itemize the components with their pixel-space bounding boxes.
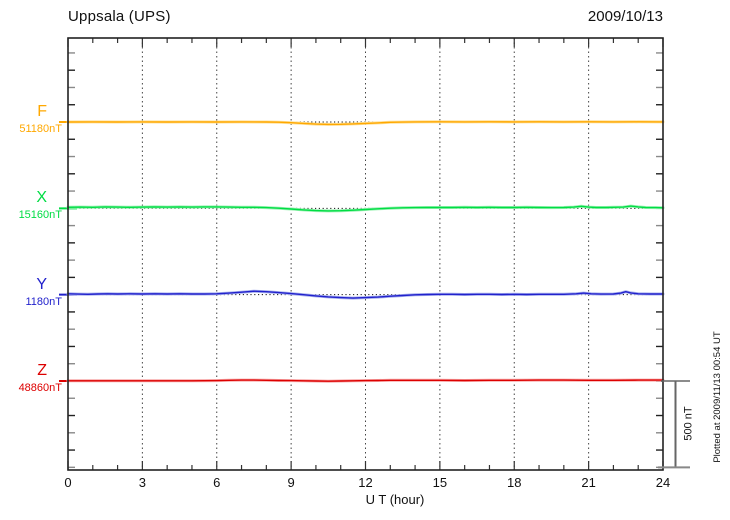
series-label-block-Y: Y 1180nT (0, 275, 63, 308)
x-tick-label-18: 18 (507, 475, 522, 490)
trace-X (67, 205, 664, 212)
series-baseline-value-Y: 1180nT (25, 295, 63, 308)
trace-Y (67, 290, 664, 299)
series-baseline-value-Z: 48860nT (18, 381, 62, 394)
x-tick-label-0: 0 (64, 475, 72, 490)
x-tick-label-9: 9 (287, 475, 295, 490)
series-letter-X: X (36, 189, 47, 207)
trace-Z (67, 379, 664, 382)
series-baseline-value-X: 15160nT (18, 209, 62, 222)
x-tick-label-6: 6 (213, 475, 221, 490)
x-tick-label-3: 3 (138, 475, 146, 490)
plotted-at-timestamp: Plotted at 2009/11/13 00:54 UT (712, 331, 723, 463)
x-tick-label-12: 12 (358, 475, 373, 490)
x-tick-label-24: 24 (655, 475, 671, 490)
x-axis-title: U T (hour) (365, 492, 425, 507)
series-label-block-F: F 51180nT (0, 103, 62, 136)
x-tick-label-21: 21 (581, 475, 596, 490)
plot-frame (67, 37, 664, 471)
series-label-block-X: X 15160nT (0, 189, 62, 222)
series-baseline-value-F: 51180nT (19, 123, 62, 135)
series-letter-Z: Z (37, 361, 47, 379)
series-letter-Y: Y (36, 275, 47, 293)
station-title: Uppsala (UPS) (68, 8, 171, 25)
trace-F (67, 121, 664, 126)
x-tick-label-15: 15 (432, 475, 448, 490)
series-letter-F: F (37, 103, 47, 120)
scale-bar-label: 500 nT (682, 406, 695, 441)
series-label-block-Z: Z 48860nT (0, 361, 62, 394)
observation-date: 2009/10/13 (587, 8, 663, 25)
